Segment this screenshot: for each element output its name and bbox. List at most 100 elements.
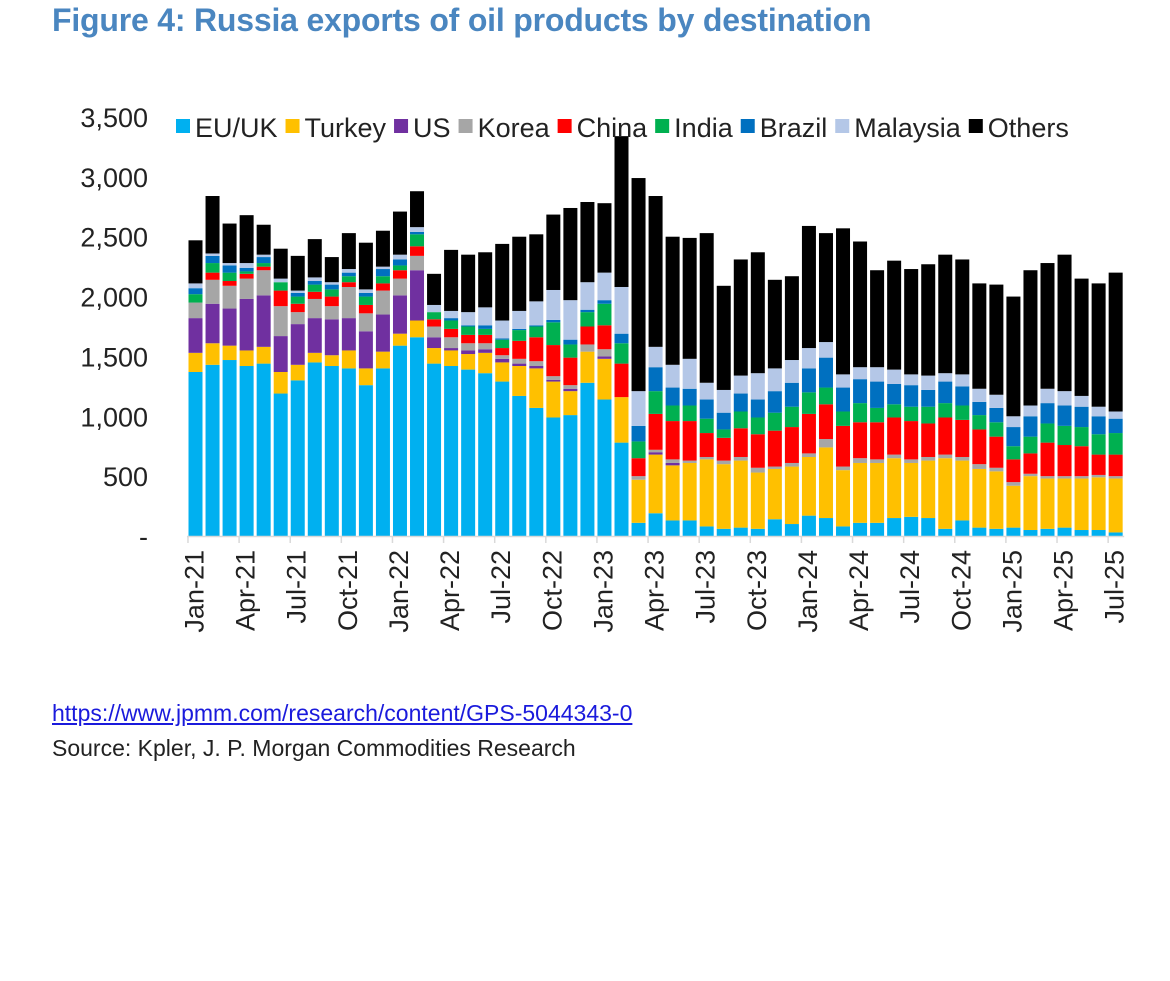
bar-stack — [341, 233, 356, 536]
bar-segment-brazil — [188, 288, 203, 295]
x-axis: Jan-21 Apr-21 Jul-21 Oct-21 Jan-22 Apr-22 Jul-… — [180, 535, 1130, 633]
bar-segment-korea — [1057, 476, 1072, 479]
bar-segment-us — [392, 295, 407, 334]
bar-segment-turkey — [222, 345, 237, 361]
bar-segment-malaysia — [290, 290, 305, 293]
bar-segment-turkey — [853, 462, 868, 523]
bar-segment-china — [392, 270, 407, 279]
bar-segment-brazil — [222, 265, 237, 273]
bar-segment-turkey — [682, 462, 697, 521]
bar-segment-eu-uk — [392, 345, 407, 536]
bar-segment-turkey — [767, 468, 782, 520]
bar-segment-korea — [427, 326, 442, 338]
bar-stack — [324, 257, 339, 536]
bar-stack — [461, 254, 476, 536]
bar-segment-turkey — [478, 352, 493, 374]
bar-segment-brazil — [1074, 406, 1089, 428]
bar-segment-india — [375, 276, 390, 284]
bar-segment-eu-uk — [290, 380, 305, 536]
bar-segment-china — [1040, 442, 1055, 477]
bar-segment-eu-uk — [495, 381, 510, 536]
bar-segment-korea — [444, 337, 459, 349]
bar-segment-brazil — [955, 386, 970, 406]
bar-segment-china — [495, 348, 510, 356]
bar-segment-korea — [1091, 474, 1106, 478]
bar-segment-eu-uk — [1091, 530, 1106, 536]
bar-segment-eu-uk — [580, 382, 595, 536]
bar-segment-turkey — [750, 472, 765, 529]
bar-segment-us — [375, 314, 390, 352]
bar-segment-turkey — [1006, 485, 1021, 528]
bar-segment-india — [716, 429, 731, 438]
legend-swatch — [285, 119, 300, 133]
bar-segment-eu-uk — [1108, 532, 1123, 536]
bar-segment-india — [921, 406, 936, 424]
bar-segment-brazil — [290, 292, 305, 297]
x-tick-label: Apr-23 — [640, 550, 670, 631]
bar-stack — [682, 237, 697, 536]
bar-segment-malaysia — [307, 277, 322, 282]
bar-stack — [784, 276, 799, 536]
bar-segment-malaysia — [1057, 391, 1072, 406]
bar-segment-others — [938, 254, 953, 374]
bar-segment-brazil — [699, 399, 714, 419]
bar-segment-turkey — [256, 346, 271, 364]
bar-segment-turkey — [972, 468, 987, 528]
bar-segment-turkey — [665, 465, 680, 521]
bar-segment-india — [904, 406, 919, 422]
bar-segment-us — [239, 298, 254, 351]
bar-segment-others — [392, 211, 407, 255]
bar-segment-korea — [205, 279, 220, 304]
bar-segment-malaysia — [1091, 406, 1106, 417]
bar-segment-others — [563, 207, 578, 301]
bar-segment-china — [1006, 459, 1021, 483]
bar-segment-china — [921, 423, 936, 457]
bar-segment-us — [461, 350, 476, 355]
bar-segment-turkey — [205, 343, 220, 365]
bar-segment-brazil — [904, 385, 919, 407]
bar-segment-others — [495, 243, 510, 321]
report-link[interactable]: https://www.jpmm.com/research/content/GP… — [52, 700, 633, 726]
bar-segment-malaysia — [836, 374, 851, 388]
bar-segment-brazil — [324, 284, 339, 290]
bar-segment-india — [784, 406, 799, 428]
bar-stack — [887, 260, 902, 536]
bar-segment-turkey — [239, 350, 254, 366]
bar-segment-korea — [767, 466, 782, 469]
bar-segment-others — [648, 196, 663, 347]
x-tick-label: Oct-22 — [537, 550, 567, 631]
bar-segment-korea — [989, 467, 1004, 472]
bar-segment-china — [818, 404, 833, 440]
bar-segment-korea — [665, 459, 680, 463]
bar-segment-brazil — [512, 328, 527, 331]
bar-segment-brazil — [972, 401, 987, 416]
bar-segment-china — [427, 319, 442, 327]
bar-segment-china — [682, 421, 697, 461]
bar-segment-others — [887, 260, 902, 370]
bar-segment-others — [546, 214, 561, 290]
bar-segment-turkey — [461, 354, 476, 370]
bar-segment-eu-uk — [938, 528, 953, 536]
bar-segment-china — [1023, 453, 1038, 474]
bar-stack — [972, 283, 987, 536]
bar-stack — [699, 233, 714, 536]
bar-segment-brazil — [750, 399, 765, 418]
bar-segment-others — [836, 228, 851, 375]
bar-segment-india — [205, 263, 220, 273]
bar-segment-us — [324, 319, 339, 356]
bar-segment-others — [853, 241, 868, 368]
bar-segment-korea — [716, 460, 731, 465]
bar-segment-malaysia — [938, 373, 953, 382]
bar-stack — [938, 254, 953, 536]
bar-segment-china — [222, 281, 237, 286]
bar-segment-brazil — [205, 255, 220, 264]
legend-swatch — [740, 119, 755, 133]
bar-segment-others — [784, 276, 799, 361]
bar-segment-eu-uk — [767, 519, 782, 536]
bar-segment-eu-uk — [614, 442, 629, 536]
bar-segment-turkey — [699, 459, 714, 527]
bar-segment-india — [870, 407, 885, 423]
bar-segment-brazil — [597, 300, 612, 304]
bar-segment-brazil — [853, 379, 868, 404]
bar-stack — [836, 228, 851, 536]
